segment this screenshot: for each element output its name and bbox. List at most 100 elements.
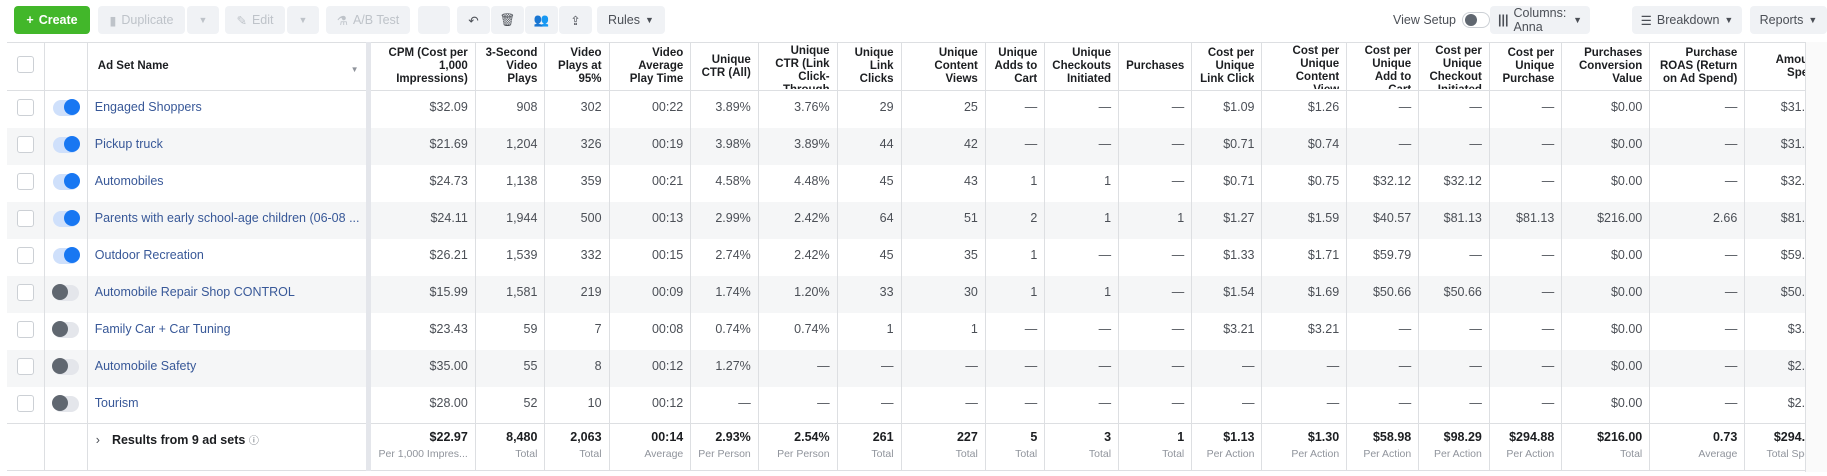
ad-set-name-link[interactable]: Automobile Repair Shop CONTROL	[94, 284, 295, 299]
metric-cell: $0.00	[1561, 386, 1651, 424]
ad-set-name-link[interactable]: Tourism	[94, 395, 139, 410]
audience-button[interactable]: 👥	[525, 6, 558, 34]
row-select	[7, 127, 46, 165]
row-toggle-cell	[44, 164, 88, 202]
metric-cell: —	[1346, 312, 1420, 350]
column-header[interactable]: Unique Checkouts Initiated	[1044, 42, 1120, 91]
select-all-checkbox[interactable]	[17, 56, 35, 73]
row-select	[7, 349, 46, 387]
row-checkbox[interactable]	[17, 246, 35, 264]
delivery-toggle[interactable]	[53, 135, 81, 153]
metric-cell: 1	[901, 312, 986, 350]
column-header[interactable]: CPM (Cost per 1,000 Impressions)	[368, 42, 476, 91]
summary-cell: 8,480 Total	[475, 423, 546, 471]
preview-button[interactable]	[418, 6, 450, 34]
export-button[interactable]: ⇪	[559, 6, 592, 34]
sort-icon[interactable]: ▼	[350, 65, 359, 74]
summary-cell: $1.30 Per Action	[1261, 423, 1348, 471]
columns-button[interactable]: ||| Columns: Anna ▼	[1490, 6, 1590, 34]
metric-cell: 44	[837, 127, 902, 165]
row-checkbox[interactable]	[17, 357, 35, 375]
table-row: Engaged Shoppers $32.09 908 302 00:22 3.89% 3.…	[7, 90, 1827, 128]
duplicate-dropdown[interactable]: ▼	[187, 6, 219, 34]
ad-set-name-link[interactable]: Pickup truck	[94, 136, 163, 151]
ab-test-button[interactable]: ⚗ A/B Test	[326, 6, 410, 34]
undo-button[interactable]: ↶	[457, 6, 490, 34]
column-header[interactable]: Cost per Unique Link Click	[1191, 42, 1263, 91]
edit-dropdown[interactable]: ▼	[287, 6, 319, 34]
ad-set-name-cell: Outdoor Recreation	[87, 238, 372, 276]
delivery-toggle[interactable]	[52, 320, 80, 338]
delivery-toggle[interactable]	[52, 394, 80, 412]
column-header[interactable]: Video Average Play Time	[609, 42, 692, 91]
create-button[interactable]: + Create	[14, 6, 90, 34]
row-select	[7, 164, 46, 202]
column-header[interactable]: 3-Second Video Plays	[475, 42, 546, 91]
ad-set-name-link[interactable]: Parents with early school-age children (…	[94, 210, 360, 225]
row-toggle-cell	[44, 201, 88, 239]
column-header[interactable]: Cost per Unique Add to Cart	[1346, 42, 1420, 91]
select-all-header	[7, 42, 46, 91]
reports-button[interactable]: Reports ▼	[1750, 6, 1827, 34]
ad-set-name-link[interactable]: Automobile Safety	[94, 358, 197, 373]
column-header[interactable]: Video Plays at 95%	[544, 42, 610, 91]
row-checkbox[interactable]	[17, 135, 35, 153]
summary-cell: $22.97 Per 1,000 Impres...	[368, 423, 476, 471]
delivery-toggle[interactable]	[53, 246, 81, 264]
table-row: Tourism $28.00 52 10 00:12— — — — — — — — — — — — $0.00—…	[7, 386, 1827, 424]
row-toggle-cell	[44, 312, 88, 350]
column-header[interactable]: Unique Content Views	[901, 42, 986, 91]
metric-cell: $3.21	[1191, 312, 1263, 350]
ad-set-name-cell: Family Car + Car Tuning	[87, 312, 372, 350]
column-header[interactable]: Unique Adds to Cart	[985, 42, 1046, 91]
delivery-toggle[interactable]	[53, 172, 81, 190]
ad-set-name-link[interactable]: Outdoor Recreation	[94, 247, 204, 262]
delivery-toggle[interactable]	[53, 209, 81, 227]
column-header[interactable]: Cost per Unique Content View	[1261, 42, 1348, 91]
ad-set-name-link[interactable]: Family Car + Car Tuning	[94, 321, 231, 336]
row-checkbox[interactable]	[17, 209, 35, 227]
column-header[interactable]: Purchases	[1118, 42, 1193, 91]
edit-button[interactable]: ✎ Edit	[225, 6, 285, 34]
column-header[interactable]: Unique CTR (Link Click-Through Rate)	[758, 42, 838, 91]
delivery-toggle[interactable]	[52, 357, 80, 375]
metric-cell: 00:12	[609, 386, 692, 424]
ad-set-name-link[interactable]: Engaged Shoppers	[94, 100, 202, 114]
delivery-toggle[interactable]	[52, 283, 80, 301]
column-header[interactable]: Unique Link Clicks	[837, 42, 902, 91]
row-checkbox[interactable]	[17, 99, 35, 116]
breakdown-button[interactable]: ☰ Breakdown ▼	[1632, 6, 1742, 34]
metric-cell: 302	[544, 90, 610, 128]
duplicate-button[interactable]: ▮ Duplicate	[98, 6, 185, 34]
column-header[interactable]: Cost per Unique Checkout Initiated	[1418, 42, 1490, 91]
metric-cell: 908	[475, 90, 546, 128]
summary-cell: 227 Total	[901, 423, 986, 471]
column-header[interactable]: Purchases Conversion Value	[1561, 42, 1651, 91]
expand-chevron-icon[interactable]: ›	[95, 433, 100, 447]
metric-cell: —	[758, 386, 838, 424]
delete-button[interactable]: 🗑	[491, 6, 524, 34]
metric-cell: 64	[837, 201, 902, 239]
view-setup-toggle[interactable]	[1462, 12, 1491, 28]
metric-cell: $0.71	[1191, 164, 1263, 202]
metric-cell: $0.00	[1561, 164, 1651, 202]
info-icon[interactable]: ⓘ	[248, 436, 259, 447]
horizontal-scrollbar-area[interactable]	[1805, 42, 1827, 472]
column-header-ad-set-name[interactable]: Ad Set Name ▼	[87, 42, 372, 91]
ad-set-name-link[interactable]: Automobiles	[94, 173, 164, 188]
metric-cell: $40.57	[1346, 201, 1420, 239]
column-header[interactable]: Cost per Unique Purchase	[1489, 42, 1563, 91]
metric-cell: —	[1346, 90, 1420, 128]
metric-cell: —	[1418, 386, 1490, 424]
column-header[interactable]: Purchase ROAS (Return on Ad Spend)	[1649, 42, 1746, 91]
row-checkbox[interactable]	[17, 320, 35, 338]
row-checkbox[interactable]	[17, 172, 35, 190]
summary-cell: 2.93% Per Person	[690, 423, 759, 471]
row-checkbox[interactable]	[17, 283, 35, 301]
metric-cell: —	[1118, 164, 1193, 202]
delivery-toggle[interactable]	[53, 99, 81, 116]
metric-cell: 8	[544, 349, 610, 387]
column-header[interactable]: Unique CTR (All)	[690, 42, 759, 91]
row-checkbox[interactable]	[17, 394, 35, 412]
rules-button[interactable]: Rules ▼	[597, 6, 665, 34]
